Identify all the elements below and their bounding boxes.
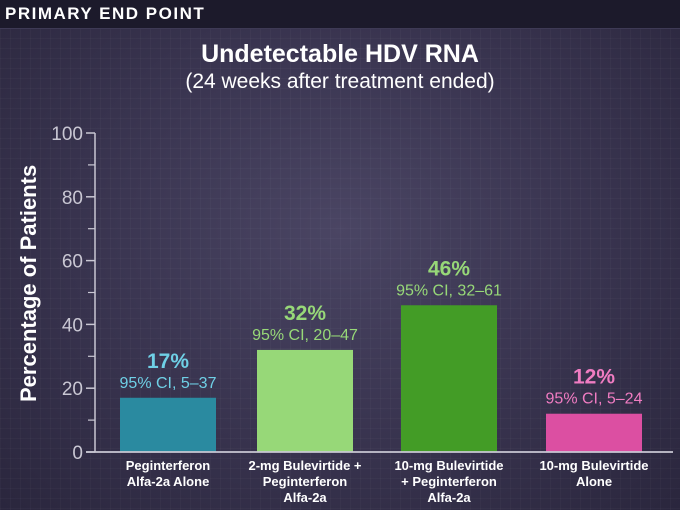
x-category-label: 10-mg Bulevirtide [539,458,648,473]
header-label: PRIMARY END POINT [5,4,206,23]
bar [257,349,353,452]
value-label: 12% [573,366,615,389]
ci-label: 95% CI, 20–47 [252,327,358,344]
chart-subtitle: (24 weeks after treatment ended) [185,70,495,93]
y-tick-label: 100 [51,124,83,145]
y-tick-label: 40 [62,315,83,336]
y-tick-label: 0 [72,443,83,464]
y-tick-label: 20 [62,379,83,400]
header-bar: PRIMARY END POINT [0,0,680,29]
bar [546,413,642,452]
x-category-label: Alfa-2a Alone [127,474,210,489]
x-category-label: 10-mg Bulevirtide [394,458,503,473]
value-label: 46% [428,257,470,280]
ci-label: 95% CI, 5–37 [120,375,217,392]
x-category-label: Alfa-2a [283,490,327,505]
bar [120,397,216,452]
x-category-label: Alfa-2a [427,490,471,505]
x-category-label: + Peginterferon [401,474,497,489]
ci-label: 95% CI, 5–24 [546,391,643,408]
x-category-label: Alone [576,474,612,489]
bar [401,305,497,452]
ci-label: 95% CI, 32–61 [396,282,502,299]
value-label: 32% [284,302,326,325]
x-category-label: Peginterferon [126,458,211,473]
chart-title: Undetectable HDV RNA [201,40,479,68]
y-tick-label: 80 [62,188,83,209]
y-tick-label: 60 [62,252,83,273]
x-category-label: Peginterferon [263,474,348,489]
value-label: 17% [147,350,189,373]
x-category-label: 2-mg Bulevirtide + [248,458,361,473]
